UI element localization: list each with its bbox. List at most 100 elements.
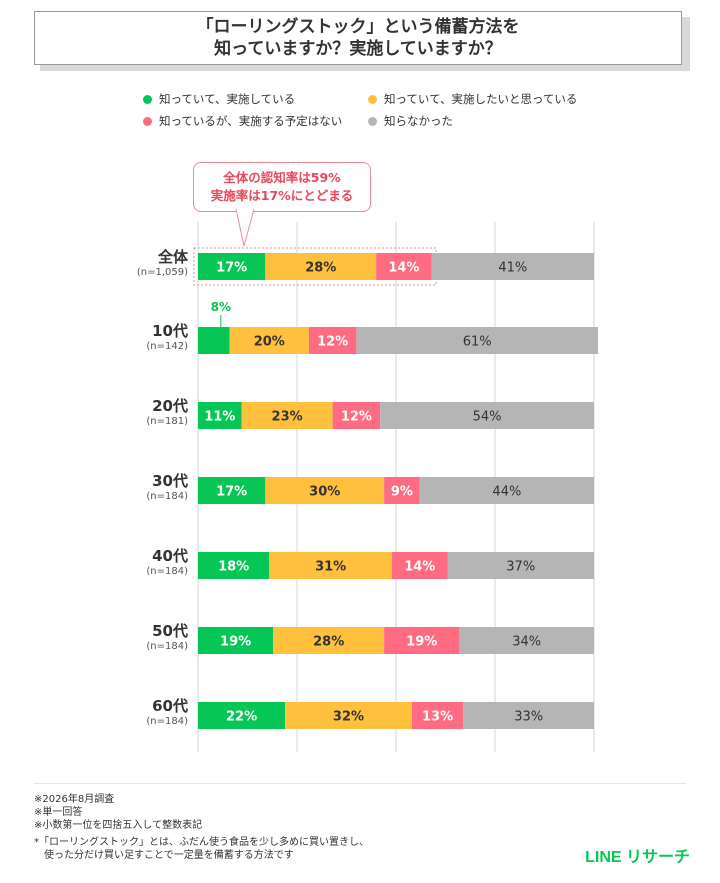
category-label-2: 10代 (n=142) — [38, 322, 188, 354]
legend-item-1: 知っていて、実施している — [143, 91, 295, 107]
bar-6-2 — [273, 627, 385, 654]
data-label-6-1: 19% — [220, 635, 251, 650]
data-label-5-2: 31% — [315, 560, 346, 575]
legend-swatch-1 — [143, 94, 152, 104]
legend-swatch-3 — [143, 116, 152, 126]
footnote-2: ※単一回答 — [34, 807, 83, 818]
bar-6-1 — [198, 627, 274, 654]
data-label-2-3: 12% — [317, 335, 348, 350]
bar-7-3 — [411, 702, 464, 729]
legend-label-1: 知っていて、実施している — [159, 92, 296, 106]
data-label-5-3: 14% — [404, 560, 435, 575]
legend-label-2: 知っていて、実施したいと思っている — [384, 92, 578, 106]
bar-7-4 — [463, 702, 594, 729]
bar-1-4 — [431, 253, 594, 280]
bar-4-1 — [198, 477, 266, 504]
category-label-1: 全体 (n=1,059) — [38, 248, 188, 280]
category-sample-size: (n=184) — [146, 641, 188, 652]
legend-label-4: 知らなかった — [384, 114, 453, 128]
data-label-4-3: 9% — [391, 485, 413, 500]
data-label-7-4: 33% — [514, 710, 543, 725]
legend-item-2: 知っていて、実施したいと思っている — [368, 91, 577, 107]
category-name: 40代 — [152, 547, 188, 565]
bar-5-1 — [198, 552, 270, 579]
bar-6-4 — [459, 627, 594, 654]
bar-3-1 — [198, 402, 242, 429]
legend-item-3: 知っているが、実施する予定はない — [143, 113, 342, 129]
category-label-6: 50代 (n=184) — [38, 622, 188, 654]
footnote-1: ※2026年8月調査 — [34, 794, 115, 805]
data-label-1-2: 28% — [305, 261, 336, 276]
data-label-6-3: 19% — [406, 635, 437, 650]
bar-7-2 — [285, 702, 412, 729]
data-label-2-2: 20% — [254, 335, 285, 350]
bar-1-2 — [265, 253, 377, 280]
bar-2-1 — [198, 327, 230, 354]
bar-5-3 — [392, 552, 448, 579]
chart-title-line1: 「ローリングストック」という備蓄方法を — [196, 17, 520, 37]
chart-title: 「ローリングストック」という備蓄方法を 知っていますか？実施していますか？ — [34, 11, 682, 65]
callout-pointer — [235, 208, 255, 247]
category-label-5: 40代 (n=184) — [38, 547, 188, 579]
category-sample-size: (n=142) — [146, 341, 188, 352]
category-name: 60代 — [152, 697, 188, 715]
bar-5-4 — [447, 552, 594, 579]
bar-3-3 — [332, 402, 381, 429]
bar-5-2 — [269, 552, 393, 579]
bar-2-2 — [229, 327, 309, 354]
footer-divider — [34, 783, 686, 784]
category-sample-size: (n=181) — [146, 416, 188, 427]
category-label-7: 60代 (n=184) — [38, 697, 188, 729]
data-label-3-2: 23% — [272, 410, 303, 425]
footnote-3: ※小数第一位を四捨五入して整数表記 — [34, 820, 203, 831]
category-name: 20代 — [152, 397, 188, 415]
data-label-6-2: 28% — [313, 635, 344, 650]
callout-box: 全体の認知率は59% 実施率は17%にとどまる — [193, 162, 371, 212]
category-name: 10代 — [152, 322, 188, 340]
category-label-3: 20代 (n=181) — [38, 397, 188, 429]
category-name: 30代 — [152, 472, 188, 490]
data-label-4-1: 17% — [216, 485, 247, 500]
bar-3-2 — [241, 402, 333, 429]
category-sample-size: (n=184) — [146, 491, 188, 502]
chart-title-line2: 知っていますか？実施していますか？ — [214, 39, 502, 59]
highlight-box — [193, 247, 437, 286]
category-name: 全体 — [157, 248, 188, 266]
data-label-5-4: 37% — [506, 560, 535, 575]
data-label-4-4: 44% — [492, 485, 521, 500]
bar-1-3 — [376, 253, 432, 280]
data-label-3-3: 12% — [341, 410, 372, 425]
bar-2-3 — [308, 327, 357, 354]
bar-2-4 — [356, 327, 598, 354]
callout-line1: 全体の認知率は59% — [223, 170, 341, 185]
category-label-4: 30代 (n=184) — [38, 472, 188, 504]
category-name: 50代 — [152, 622, 188, 640]
legend-item-4: 知らなかった — [368, 113, 453, 129]
bar-7-1 — [198, 702, 286, 729]
data-label-1-3: 14% — [388, 261, 419, 276]
data-label-1-4: 41% — [498, 261, 527, 276]
bar-4-3 — [384, 477, 420, 504]
data-label-5-1: 18% — [218, 560, 249, 575]
definition-line1: *「ローリングストック」とは、ふだん使う食品を少し多めに買い置きし、 — [34, 837, 369, 848]
bar-1-1 — [198, 253, 266, 280]
data-label-3-1: 11% — [204, 410, 235, 425]
category-sample-size: (n=184) — [146, 716, 188, 727]
brand-logo: LINE リサーチ — [585, 849, 690, 866]
data-label-7-2: 32% — [333, 710, 364, 725]
definition-line2: 使った分だけ買い足すことで一定量を備蓄する方法です — [44, 850, 294, 861]
bar-4-2 — [265, 477, 385, 504]
category-sample-size: (n=1,059) — [136, 267, 188, 278]
data-label-4-2: 30% — [309, 485, 340, 500]
data-label-1-1: 17% — [216, 261, 247, 276]
bar-3-4 — [380, 402, 594, 429]
legend-label-3: 知っているが、実施する予定はない — [159, 114, 343, 128]
data-label-2-4: 61% — [463, 335, 492, 350]
data-label-6-4: 34% — [512, 635, 541, 650]
category-sample-size: (n=184) — [146, 566, 188, 577]
bar-4-4 — [419, 477, 594, 504]
data-label-7-1: 22% — [226, 710, 257, 725]
legend-swatch-2 — [368, 94, 377, 104]
data-label-7-3: 13% — [422, 710, 453, 725]
